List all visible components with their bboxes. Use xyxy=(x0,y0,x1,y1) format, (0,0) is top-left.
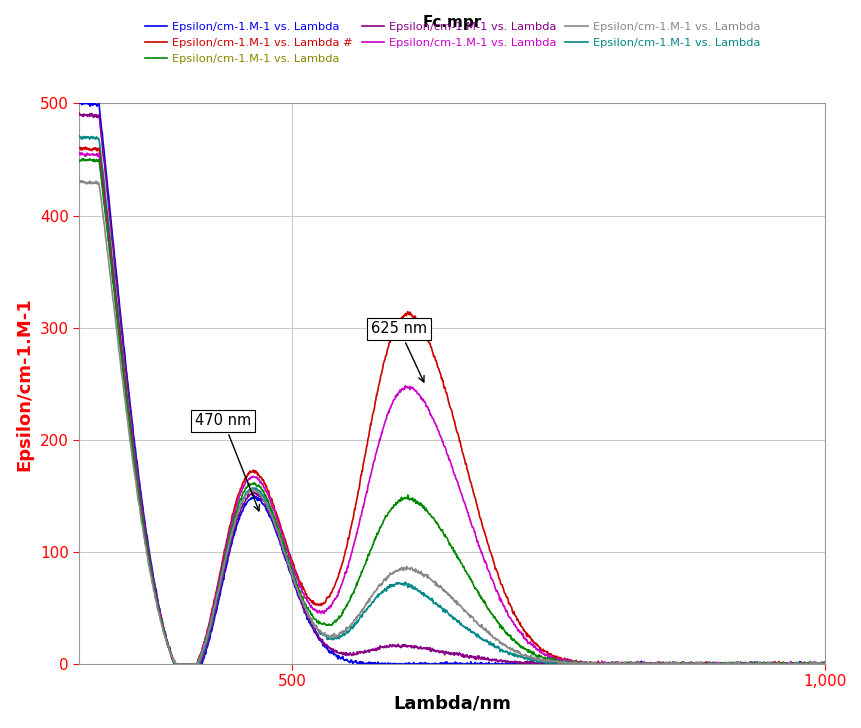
Legend: Epsilon/cm-1.M-1 vs. Lambda, Epsilon/cm-1.M-1 vs. Lambda #, Epsilon/cm-1.M-1 vs.: Epsilon/cm-1.M-1 vs. Lambda, Epsilon/cm-… xyxy=(145,22,759,63)
X-axis label: Lambda/nm: Lambda/nm xyxy=(393,695,511,713)
Y-axis label: Epsilon/cm-1.M-1: Epsilon/cm-1.M-1 xyxy=(15,297,33,470)
Text: 625 nm: 625 nm xyxy=(370,321,426,382)
Title: Fc.mpr: Fc.mpr xyxy=(422,15,481,30)
Text: 470 nm: 470 nm xyxy=(195,414,259,511)
